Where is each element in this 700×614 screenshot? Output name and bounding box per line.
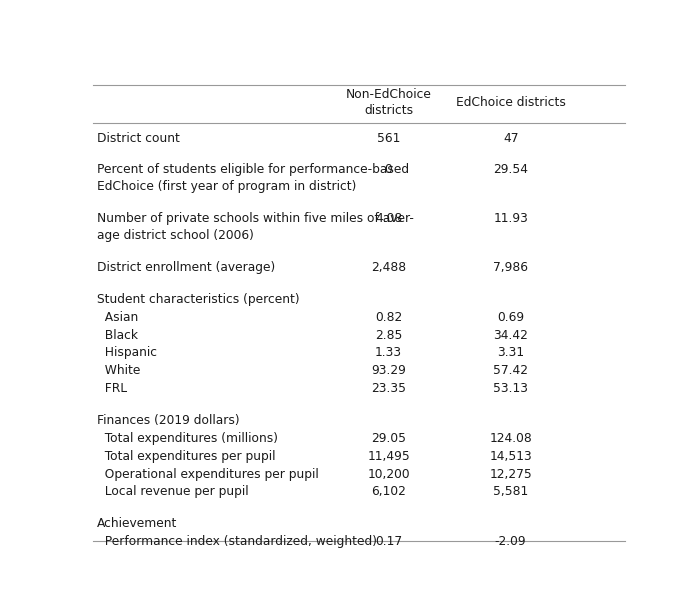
Text: 0: 0 bbox=[385, 163, 393, 176]
Text: 0.82: 0.82 bbox=[375, 311, 402, 324]
Text: District count: District count bbox=[97, 132, 180, 145]
Text: Total expenditures per pupil: Total expenditures per pupil bbox=[97, 449, 276, 462]
Text: 93.29: 93.29 bbox=[371, 365, 406, 378]
Text: 57.42: 57.42 bbox=[493, 365, 528, 378]
Text: 1.33: 1.33 bbox=[375, 346, 402, 359]
Text: 34.42: 34.42 bbox=[494, 328, 528, 341]
Text: 5,581: 5,581 bbox=[493, 486, 528, 499]
Text: -2.09: -2.09 bbox=[495, 535, 526, 548]
Text: White: White bbox=[97, 365, 141, 378]
Text: Performance index (standardized, weighted): Performance index (standardized, weighte… bbox=[97, 535, 377, 548]
Text: 14,513: 14,513 bbox=[489, 449, 532, 462]
Text: Hispanic: Hispanic bbox=[97, 346, 158, 359]
Text: 0.69: 0.69 bbox=[497, 311, 524, 324]
Text: 29.05: 29.05 bbox=[371, 432, 406, 445]
Text: Operational expenditures per pupil: Operational expenditures per pupil bbox=[97, 467, 319, 481]
Text: Local revenue per pupil: Local revenue per pupil bbox=[97, 486, 249, 499]
Text: 7,986: 7,986 bbox=[493, 262, 528, 274]
Text: Percent of students eligible for performance-based
EdChoice (first year of progr: Percent of students eligible for perform… bbox=[97, 163, 410, 193]
Text: 23.35: 23.35 bbox=[371, 383, 406, 395]
Text: Asian: Asian bbox=[97, 311, 139, 324]
Text: 47: 47 bbox=[503, 132, 519, 145]
Text: Finances (2019 dollars): Finances (2019 dollars) bbox=[97, 414, 240, 427]
Text: Student characteristics (percent): Student characteristics (percent) bbox=[97, 293, 300, 306]
Text: 11,495: 11,495 bbox=[368, 449, 410, 462]
Text: 124.08: 124.08 bbox=[489, 432, 532, 445]
Text: 12,275: 12,275 bbox=[489, 467, 532, 481]
Text: 53.13: 53.13 bbox=[493, 383, 528, 395]
Text: Achievement: Achievement bbox=[97, 516, 178, 530]
Text: Number of private schools within five miles of aver-
age district school (2006): Number of private schools within five mi… bbox=[97, 212, 414, 242]
Text: District enrollment (average): District enrollment (average) bbox=[97, 262, 276, 274]
Text: FRL: FRL bbox=[97, 383, 127, 395]
Text: Total expenditures (millions): Total expenditures (millions) bbox=[97, 432, 279, 445]
Text: 6,102: 6,102 bbox=[371, 486, 406, 499]
Text: Black: Black bbox=[97, 328, 139, 341]
Text: 2,488: 2,488 bbox=[371, 262, 406, 274]
Text: 11.93: 11.93 bbox=[494, 212, 528, 225]
Text: EdChoice districts: EdChoice districts bbox=[456, 96, 566, 109]
Text: 29.54: 29.54 bbox=[493, 163, 528, 176]
Text: 3.31: 3.31 bbox=[497, 346, 524, 359]
Text: Non-EdChoice
districts: Non-EdChoice districts bbox=[346, 88, 431, 117]
Text: 4.08: 4.08 bbox=[375, 212, 402, 225]
Text: 10,200: 10,200 bbox=[368, 467, 410, 481]
Text: 0.17: 0.17 bbox=[375, 535, 402, 548]
Text: 2.85: 2.85 bbox=[375, 328, 402, 341]
Text: 561: 561 bbox=[377, 132, 400, 145]
